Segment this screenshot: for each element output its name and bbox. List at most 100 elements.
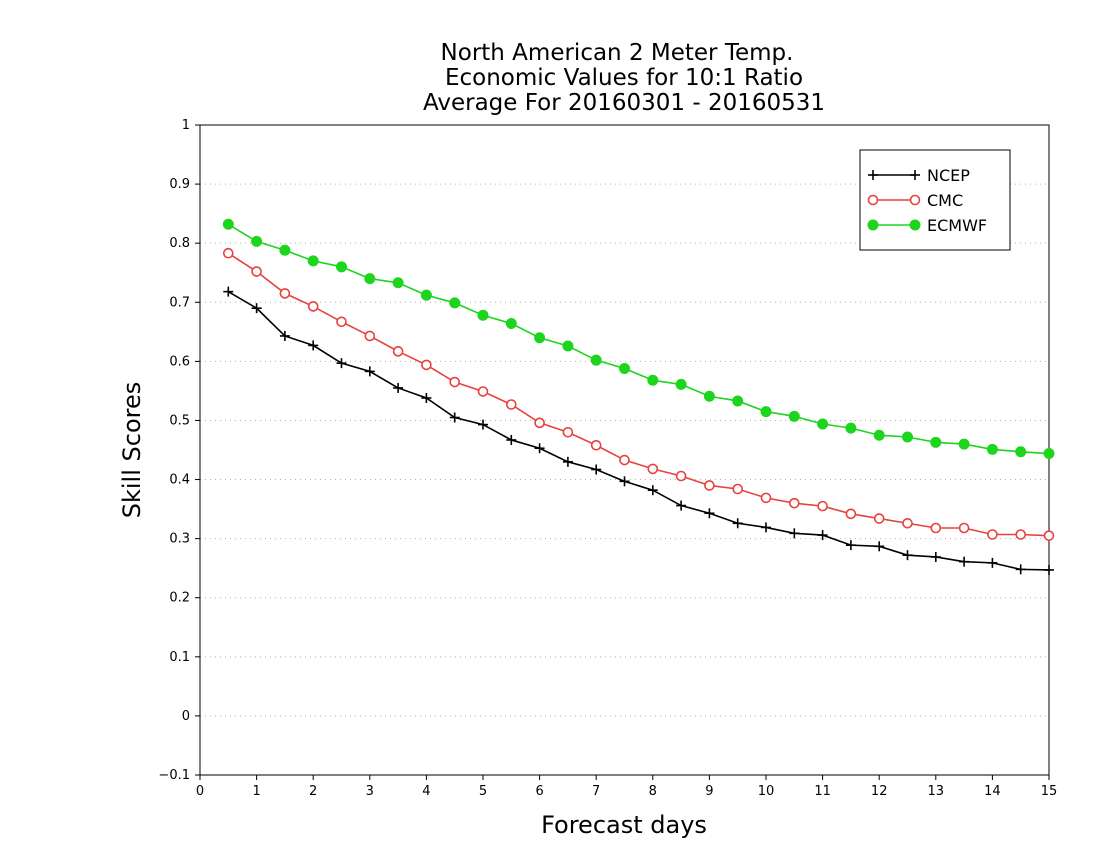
plus-marker [308, 340, 319, 351]
plus-marker [223, 286, 234, 297]
open-circle-marker [930, 522, 942, 534]
open-circle-marker [867, 194, 879, 206]
x-tick-label: 9 [705, 784, 713, 799]
filled-circle-marker [336, 261, 347, 273]
plus-marker [336, 358, 347, 369]
plus-marker [619, 476, 630, 487]
filled-circle-marker [420, 289, 432, 301]
plus-marker [732, 518, 743, 529]
series-line-ncep [227, 290, 1050, 571]
y-tick-label: 0.7 [169, 295, 190, 310]
plus-marker [704, 508, 715, 519]
filled-circle-marker [902, 431, 913, 443]
open-circle-marker [760, 492, 772, 504]
open-circle-marker [788, 497, 800, 509]
filled-circle-marker [534, 332, 546, 344]
open-circle-marker [590, 439, 602, 451]
open-circle-marker [505, 399, 517, 410]
title-line-2: Economic Values for 10:1 Ratio [445, 65, 803, 91]
filled-circle-marker [788, 410, 800, 422]
open-circle-marker [902, 517, 913, 529]
open-circle-marker [704, 480, 715, 491]
x-tick-label: 1 [252, 784, 260, 799]
plus-marker [449, 412, 460, 423]
series-ncep [223, 286, 1054, 575]
open-circle-marker [909, 194, 921, 206]
filled-circle-marker [647, 374, 659, 386]
x-tick-label: 10 [758, 784, 775, 799]
plus-marker [393, 382, 404, 393]
y-tick-label: 0.8 [169, 236, 190, 251]
open-circle-marker [732, 483, 744, 495]
plus-marker [930, 551, 941, 562]
open-circle-marker [392, 346, 404, 357]
filled-circle-marker [364, 273, 376, 285]
plus-marker [534, 443, 545, 454]
open-circle-marker [845, 508, 857, 520]
x-tick-label: 0 [196, 784, 204, 799]
filled-circle-marker [845, 422, 857, 434]
y-tick-label: −0.1 [158, 768, 190, 783]
y-tick-label: 0 [182, 709, 190, 724]
series-ecmwf [222, 218, 1055, 460]
filled-circle-marker [449, 297, 461, 309]
plus-marker [478, 419, 488, 430]
plus-marker [1044, 564, 1054, 575]
axis-ticks: −0.100.10.20.30.40.50.60.70.80.910 1 2 3 4 5 6… [158, 118, 1057, 799]
plus-marker [591, 464, 602, 475]
legend-label: ECMWF [927, 216, 987, 235]
x-tick-label: 11 [814, 784, 831, 799]
filled-circle-marker [590, 354, 602, 366]
plus-marker [364, 366, 375, 377]
legend-label: CMC [927, 191, 963, 210]
series-line-ecmwf [227, 223, 1050, 455]
series-line-cmc [227, 252, 1050, 537]
open-circle-marker [421, 359, 432, 371]
x-tick-label: 7 [592, 784, 600, 799]
filled-circle-marker [909, 219, 921, 231]
x-tick-label: 15 [1041, 784, 1058, 799]
plus-marker [506, 434, 517, 445]
plus-marker [279, 330, 290, 341]
filled-circle-marker [675, 378, 687, 390]
filled-circle-marker [732, 395, 744, 407]
filled-circle-marker [251, 235, 263, 247]
y-tick-label: 0.9 [169, 177, 190, 192]
filled-circle-marker [619, 362, 630, 374]
plus-marker [910, 170, 920, 180]
filled-circle-marker [958, 438, 970, 450]
filled-circle-marker [505, 318, 517, 330]
title-line-1: North American 2 Meter Temp. [441, 40, 794, 66]
plus-marker [789, 528, 800, 539]
x-tick-label: 12 [871, 784, 888, 799]
plus-marker [987, 557, 998, 568]
open-circle-marker [675, 470, 687, 482]
y-tick-label: 0.6 [169, 354, 190, 369]
filled-circle-marker [986, 443, 998, 455]
legend-item-ncep: NCEP [868, 166, 970, 185]
open-circle-marker [307, 301, 319, 312]
open-circle-marker [958, 522, 970, 534]
filled-circle-marker [307, 255, 319, 267]
open-circle-marker [364, 330, 376, 342]
legend-item-ecmwf: ECMWF [867, 216, 987, 235]
filled-circle-marker [222, 218, 234, 230]
y-axis-label: Skill Scores [118, 382, 146, 519]
plus-marker [421, 393, 432, 403]
plus-marker [959, 556, 970, 567]
plus-marker [647, 485, 658, 496]
open-circle-marker [987, 529, 998, 540]
legend-label: NCEP [927, 166, 970, 185]
open-circle-marker [336, 316, 347, 328]
filled-circle-marker [817, 418, 829, 430]
plus-marker [868, 170, 878, 180]
filled-circle-marker [760, 406, 772, 418]
plus-marker [562, 456, 573, 467]
open-circle-marker [562, 426, 574, 438]
y-tick-label: 0.3 [169, 532, 190, 547]
filled-circle-marker [873, 429, 885, 441]
open-circle-marker [1015, 529, 1027, 540]
plus-marker [902, 550, 913, 561]
legend: NCEP CMC ECMWF [859, 149, 1011, 251]
